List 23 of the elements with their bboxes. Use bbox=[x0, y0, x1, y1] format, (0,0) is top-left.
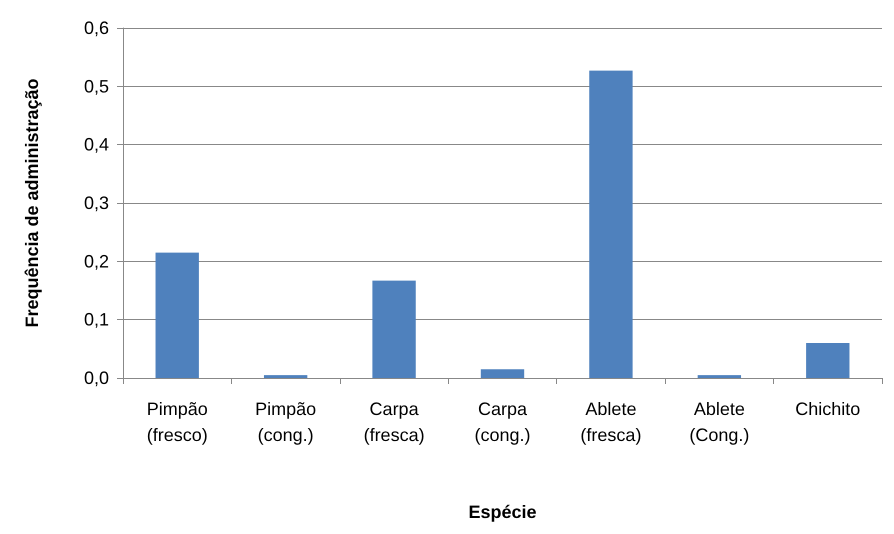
bar bbox=[372, 280, 416, 378]
bar bbox=[264, 375, 308, 378]
x-tick-label: Carpa (fresca) bbox=[364, 399, 425, 445]
bar bbox=[698, 375, 742, 378]
y-tick-label: 0,1 bbox=[84, 310, 109, 330]
y-tick-label: 0,0 bbox=[84, 368, 109, 388]
x-axis-title: Espécie bbox=[468, 502, 537, 522]
y-tick-label: 0,4 bbox=[84, 134, 109, 155]
y-tick-label: 0,6 bbox=[84, 18, 109, 38]
x-tick-label: Chichito bbox=[795, 399, 860, 419]
x-tick-label: Ablete (fresca) bbox=[580, 399, 642, 445]
x-tick-label: Ablete (Cong.) bbox=[689, 399, 750, 445]
x-tick-label: Pimpão (fresco) bbox=[146, 399, 208, 445]
x-tick-label: Carpa (cong.) bbox=[474, 399, 531, 445]
y-tick-label: 0,3 bbox=[84, 193, 109, 213]
y-tick-label: 0,5 bbox=[84, 76, 109, 96]
x-tick-label: Pimpão (cong.) bbox=[255, 399, 316, 445]
y-axis-title: Frequência de administração bbox=[22, 78, 42, 328]
bar bbox=[156, 252, 199, 378]
y-tick-label: 0,2 bbox=[84, 251, 109, 272]
bar bbox=[589, 70, 633, 378]
bar bbox=[480, 369, 524, 378]
bar bbox=[806, 343, 850, 378]
